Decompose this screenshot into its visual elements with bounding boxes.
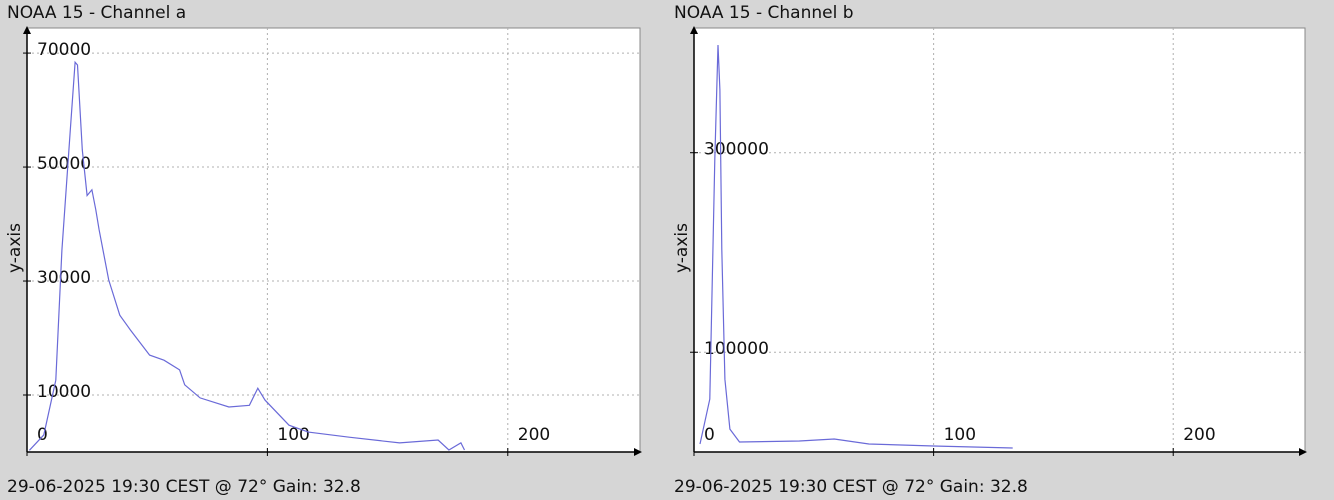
x-tick-label: 200: [1183, 425, 1215, 445]
data-line: [699, 44, 1013, 449]
x-axis-arrow: [1299, 448, 1307, 456]
y-tick-label: 10000: [37, 382, 91, 402]
y-axis-arrow: [23, 26, 31, 34]
data-line: [28, 60, 466, 451]
x-tick-label: 0: [704, 425, 715, 445]
x-tick-label: 0: [37, 425, 48, 445]
x-tick-label: 200: [518, 425, 550, 445]
y-tick-label: 100000: [704, 339, 769, 359]
y-tick-label: 70000: [37, 40, 91, 60]
y-axis-label: y-axis: [672, 223, 692, 273]
plot-area: [693, 27, 1306, 453]
x-tick-label: 100: [944, 425, 976, 445]
x-axis-arrow: [634, 448, 642, 456]
chart-title: NOAA 15 - Channel b: [674, 3, 854, 23]
footer: 29-06-2025 19:30 CEST @ 72° Gain: 32.8: [674, 477, 1028, 497]
y-tick-label: 300000: [704, 140, 769, 160]
y-axis-label: y-axis: [5, 223, 25, 273]
x-tick-label: 100: [277, 425, 309, 445]
plot-area: [26, 27, 641, 453]
y-tick-label: 30000: [37, 268, 91, 288]
footer: 29-06-2025 19:30 CEST @ 72° Gain: 32.8: [7, 477, 361, 497]
y-tick-label: 50000: [37, 154, 91, 174]
chart-title: NOAA 15 - Channel a: [7, 3, 186, 23]
y-axis-arrow: [690, 26, 698, 34]
